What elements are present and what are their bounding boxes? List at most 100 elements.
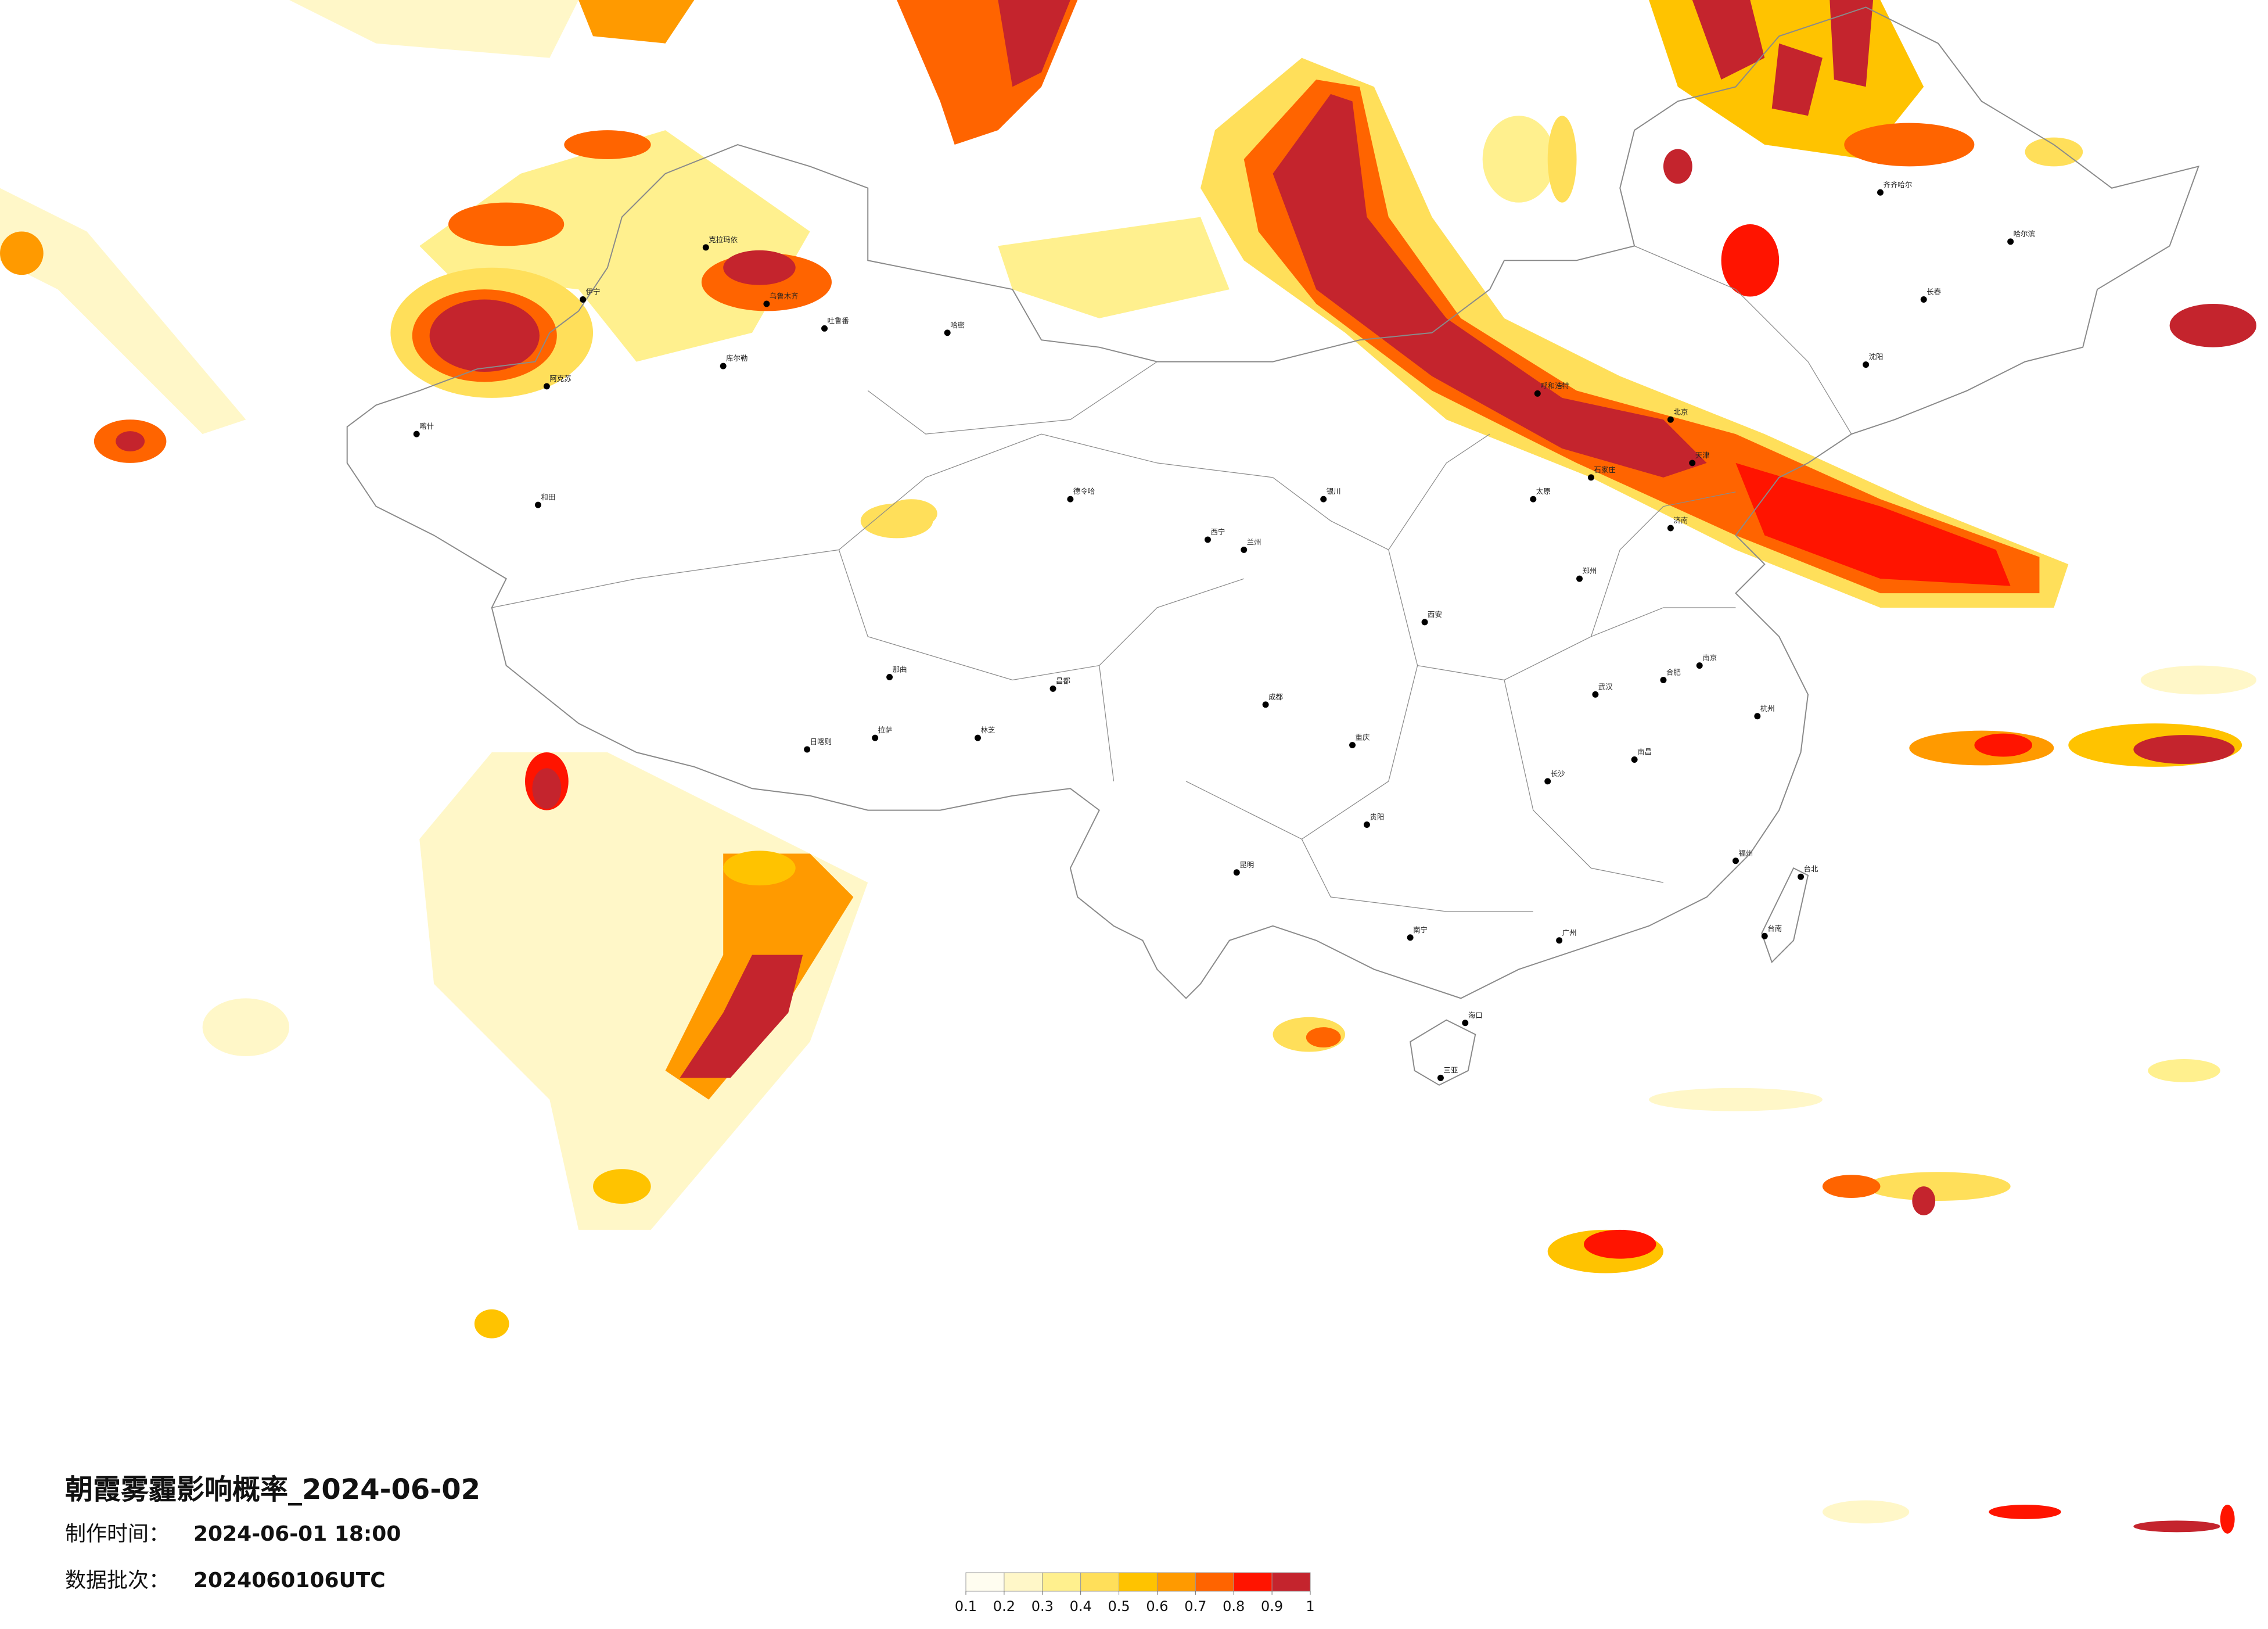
city-dot [1576,575,1583,582]
city-dot [2007,238,2014,245]
batch: 2024060106UTC [193,1569,386,1592]
probability-area [1735,462,2011,586]
legend-swatch [1042,1572,1081,1592]
probability-area [474,1309,509,1339]
probability-area [998,217,1230,318]
city-dot [1205,536,1211,543]
city-dot [1421,619,1428,626]
probability-area [1663,149,1692,184]
province-border [491,245,1852,912]
probability-area [1912,1186,1936,1215]
probability-area [2148,1059,2220,1082]
city-dot [1462,1020,1469,1027]
city-label: 合肥 [1666,668,1681,677]
city-label: 三亚 [1443,1065,1458,1074]
city-dot [1233,869,1240,876]
probability-area [1201,58,2069,608]
city-dot [534,501,541,508]
probability-area [723,851,796,886]
legend-swatch [1004,1572,1043,1592]
city-label: 昌都 [1056,676,1070,685]
made-time: 2024-06-01 18:00 [193,1522,401,1546]
legend-tick-label: 1 [1306,1598,1314,1614]
legend-tick-label: 0.7 [1184,1598,1206,1614]
city-label: 拉萨 [878,726,893,734]
city-label: 日喀则 [810,737,832,746]
title: 朝霞雾霾影响概率_2024-06-02 [65,1473,480,1506]
probability-field [0,0,2257,1534]
city-label: 南宁 [1413,925,1428,934]
probability-area [116,431,145,452]
probability-area [723,250,796,285]
city-label: 沈阳 [1869,353,1884,361]
probability-area [1989,1505,2061,1519]
city-label: 哈尔滨 [2014,229,2035,238]
city-dot [1689,460,1696,467]
probability-area [1844,123,1975,167]
city-label: 太原 [1536,487,1551,496]
city-label: 吐鲁番 [828,316,850,325]
probability-area [1306,1027,1341,1048]
city-label: 成都 [1268,692,1283,701]
city-label: 呼和浩特 [1540,381,1569,390]
city-label: 福州 [1738,849,1753,857]
probability-area [1482,116,1555,203]
city-dot [1733,857,1739,864]
probability-area [564,130,651,159]
legend-tick-label: 0.4 [1070,1598,1092,1614]
city-label: 齐齐哈尔 [1884,180,1913,189]
city-dot [1049,685,1056,692]
probability-area [1974,733,2033,757]
probability-area [1547,116,1577,203]
city-label: 克拉玛依 [709,235,738,244]
probability-area [578,0,695,44]
probability-area [2140,665,2257,695]
legend-swatch [1195,1572,1234,1592]
probability-area [289,0,579,58]
city-label: 石家庄 [1594,465,1615,474]
probability-area [419,130,810,362]
legend-tick-label: 0.9 [1261,1598,1283,1614]
city-dot [1696,662,1703,669]
probability-area [448,202,565,246]
probability-area [1583,1229,1656,1259]
city-label: 长沙 [1551,769,1565,778]
city-dot [1761,932,1768,939]
probability-area [1771,43,1823,116]
city-label: 喀什 [419,422,434,430]
city-label: 德令哈 [1073,487,1095,496]
city-label: 海口 [1468,1011,1483,1020]
city-label: 伊宁 [586,288,601,296]
legend-swatch [1156,1572,1196,1592]
probability-area [532,768,562,809]
city-dot [1349,742,1356,749]
probability-area [1692,0,1765,80]
probability-area [0,188,246,435]
city-dot [702,244,709,251]
probability-area [2169,303,2257,347]
city-dot [1667,525,1674,532]
legend-tick-label: 0.5 [1108,1598,1130,1614]
probability-area [1273,94,1707,478]
city-dot [872,734,879,741]
city-dot [1798,873,1805,880]
city-label: 武汉 [1598,682,1613,691]
city-label: 南昌 [1637,748,1652,756]
probability-area [2025,137,2083,167]
city-label: 重庆 [1356,733,1370,742]
city-dot [1631,756,1638,763]
city-label: 南京 [1702,654,1717,662]
legend: 0.1 0.2 0.3 0.4 0.5 0.6 0.7 0.8 0.9 1 [955,1572,1315,1614]
hainan-outline [1410,1019,1476,1086]
probability-area [0,231,44,275]
city-dot [1544,778,1551,785]
city-label: 库尔勒 [726,354,747,363]
city-dot [720,363,727,369]
city-dot [1320,496,1327,503]
city-dot [975,734,981,741]
probability-area [593,1169,651,1204]
city-dot [1241,546,1248,553]
made-time-label: 制作时间： [65,1522,170,1546]
